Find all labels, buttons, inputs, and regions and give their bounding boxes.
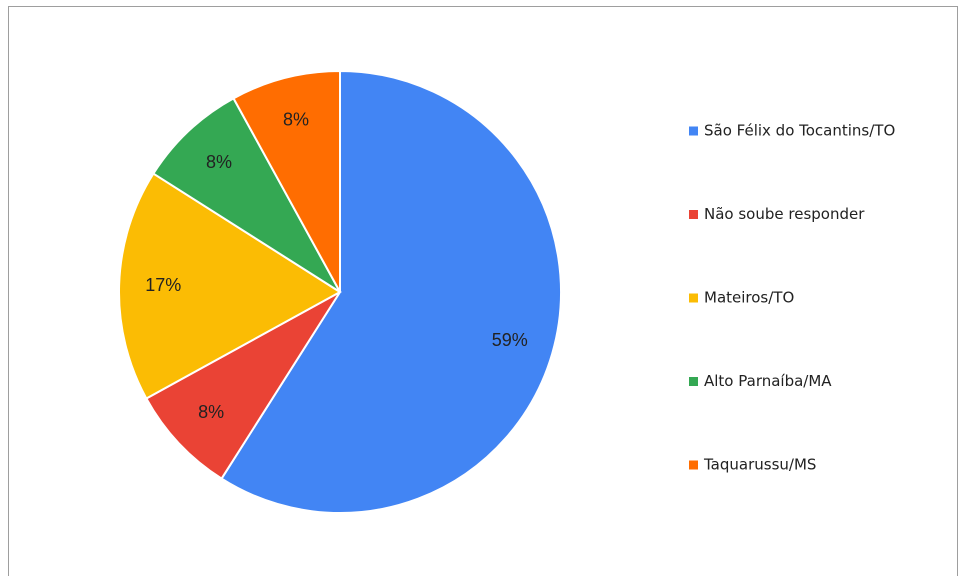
pie-slice: [220, 69, 562, 514]
pie-slice: [152, 96, 341, 293]
data-label: 8%: [206, 152, 232, 172]
legend-swatch: [689, 460, 698, 470]
legend-label: Taquarussu/MS: [703, 456, 816, 474]
data-label: 8%: [198, 402, 224, 422]
legend-label: São Félix do Tocantins/TO: [704, 122, 895, 140]
legend-swatch: [689, 210, 698, 219]
pie-slice: [118, 172, 342, 400]
legend-label: Alto Parnaíba/MA: [704, 372, 832, 390]
data-label: 59%: [492, 330, 528, 350]
legend-swatch: [689, 126, 698, 136]
data-label: 8%: [283, 110, 309, 130]
data-label: 17%: [145, 275, 181, 295]
pie-slice: [144, 291, 341, 480]
pie-slice: [232, 69, 341, 293]
legend-label: Não soube responder: [704, 205, 865, 223]
legend-label: Mateiros/TO: [704, 289, 794, 307]
legend-swatch: [689, 293, 698, 303]
legend-swatch: [689, 377, 698, 386]
